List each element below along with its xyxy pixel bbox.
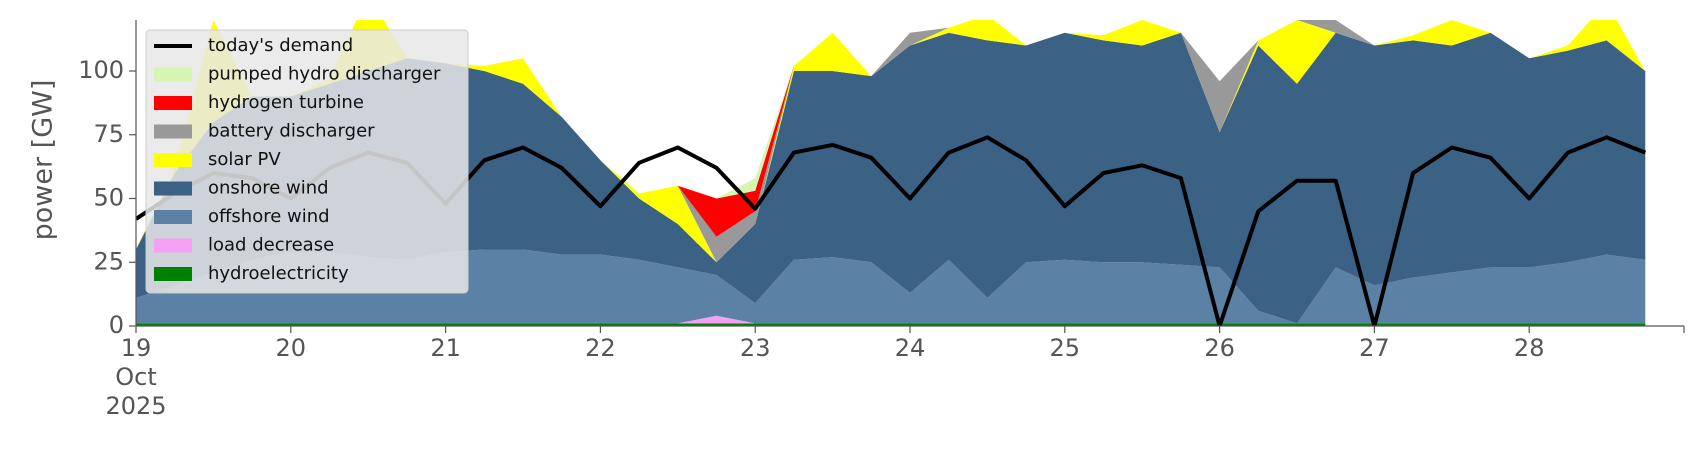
y-tick-label: 0 — [109, 311, 124, 339]
x-tick-label: 22 — [585, 334, 616, 362]
legend-label: solar PV — [208, 149, 281, 170]
legend-label: offshore wind — [208, 206, 330, 227]
legend: today's demand pumped hydro discharger hyd… — [145, 29, 469, 294]
x-tick-label: 21 — [430, 334, 461, 362]
legend-label: load decrease — [208, 235, 334, 256]
x-tick-label: 25 — [1050, 334, 1081, 362]
y-axis-label: power [GW] — [28, 80, 59, 241]
legend-box — [145, 29, 469, 294]
area — [136, 249, 1646, 324]
legend-label: onshore wind — [208, 178, 329, 199]
legend-swatch — [154, 153, 192, 167]
x-tick-label: 23 — [740, 334, 771, 362]
y-tick-label: 25 — [93, 247, 124, 275]
legend-swatch — [154, 238, 192, 253]
legend-swatch — [154, 210, 192, 224]
legend-swatch — [154, 267, 192, 281]
legend-swatch — [154, 96, 192, 110]
legend-label: pumped hydro discharger — [208, 64, 441, 85]
y-tick-label: 100 — [78, 56, 124, 84]
legend-label: hydroelectricity — [208, 263, 349, 284]
legend-label: today's demand — [208, 35, 353, 56]
plot-area — [136, 20, 1647, 326]
x-tick-label: 19 Oct 2025 — [105, 334, 166, 420]
x-tick-label: 28 — [1514, 334, 1545, 362]
legend-swatch — [154, 67, 192, 82]
legend-label: battery discharger — [208, 121, 375, 142]
area — [136, 323, 1646, 326]
y-tick-label: 50 — [93, 184, 124, 212]
legend-swatch — [154, 124, 192, 139]
legend-swatch — [154, 181, 192, 196]
x-tick-label: 24 — [895, 334, 926, 362]
x-tick-label: 26 — [1204, 334, 1235, 362]
area — [136, 20, 1646, 263]
x-tick-label: 20 — [276, 334, 307, 362]
legend-label: hydrogen turbine — [208, 92, 364, 113]
x-tick-label: 27 — [1359, 334, 1390, 362]
y-tick-label: 75 — [93, 120, 124, 148]
